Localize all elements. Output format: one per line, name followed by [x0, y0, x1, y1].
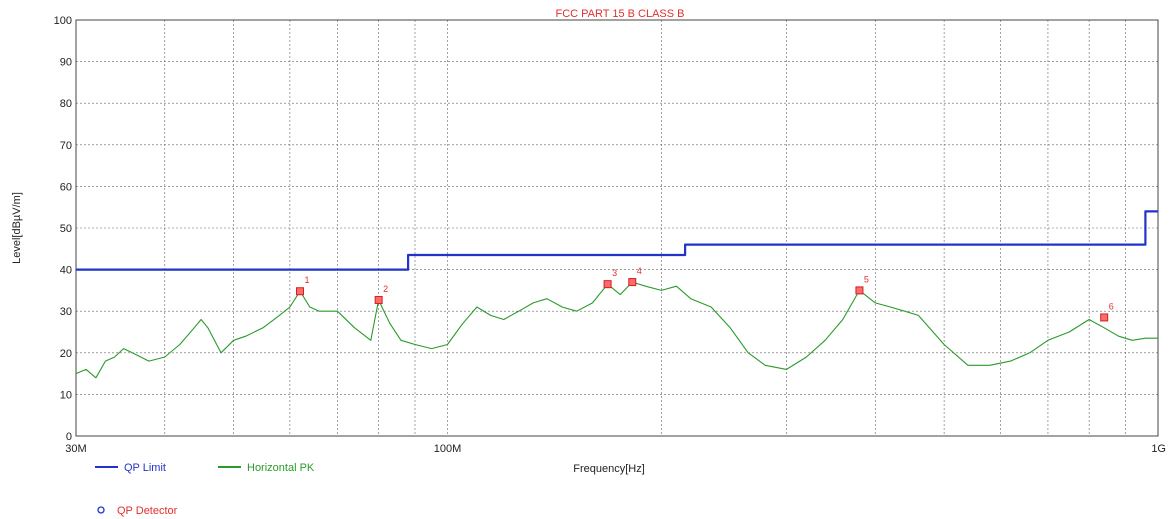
peak-marker	[1100, 313, 1109, 322]
legend-label-qp-detector: QP Detector	[117, 505, 178, 517]
peak-marker	[855, 286, 864, 295]
legend-label-horizontal-pk: Horizontal PK	[247, 462, 315, 474]
y-axis-label: Level[dBµV/m]	[11, 192, 23, 264]
peak-marker-label: 1	[304, 275, 309, 285]
legend-label-qp-limit: QP Limit	[124, 462, 166, 474]
y-tick-label: 90	[60, 57, 72, 69]
peak-marker-label: 2	[383, 284, 388, 294]
x-axis-label: Frequency[Hz]	[573, 463, 645, 475]
plot-frame	[75, 19, 1159, 437]
peak-marker-label: 6	[1109, 301, 1114, 311]
series-line-qp-limit	[76, 210, 1158, 271]
peak-marker-label: 5	[864, 274, 869, 284]
legend-swatch-qp-detector	[97, 506, 105, 514]
series-line-horizontal-pk	[75, 281, 1158, 379]
y-tick-label: 50	[60, 223, 72, 235]
peak-marker-label: 4	[637, 266, 642, 276]
y-tick-label: 0	[66, 431, 72, 443]
y-tick-label: 100	[54, 15, 72, 27]
y-tick-label: 70	[60, 140, 72, 152]
y-tick-label: 40	[60, 265, 72, 277]
legend: QP Limit Horizontal PK QP Detector	[95, 462, 315, 517]
series-layer	[75, 210, 1158, 379]
x-tick-label: 30M	[65, 443, 86, 455]
y-tick-label: 20	[60, 348, 72, 360]
x-tick-labels: 30M 100M 1G	[65, 443, 1166, 455]
y-tick-label: 60	[60, 181, 72, 193]
y-tick-label: 80	[60, 98, 72, 110]
x-tick-label: 1G	[1151, 443, 1166, 455]
y-tick-label: 30	[60, 306, 72, 318]
peak-marker	[628, 278, 637, 287]
grid	[76, 20, 1158, 436]
peak-marker	[603, 280, 612, 289]
chart-title: FCC PART 15 B CLASS B	[556, 8, 685, 20]
y-tick-label: 10	[60, 389, 72, 401]
y-tick-labels: 0 10 20 30 40 50 60 70 80 90 100	[54, 15, 72, 443]
peak-marker	[295, 287, 304, 296]
peak-marker-label: 3	[612, 268, 617, 278]
x-tick-label: 100M	[434, 443, 462, 455]
peak-marker	[374, 295, 383, 304]
marker-layer: 1 2 3 4 5 6	[295, 266, 1114, 322]
